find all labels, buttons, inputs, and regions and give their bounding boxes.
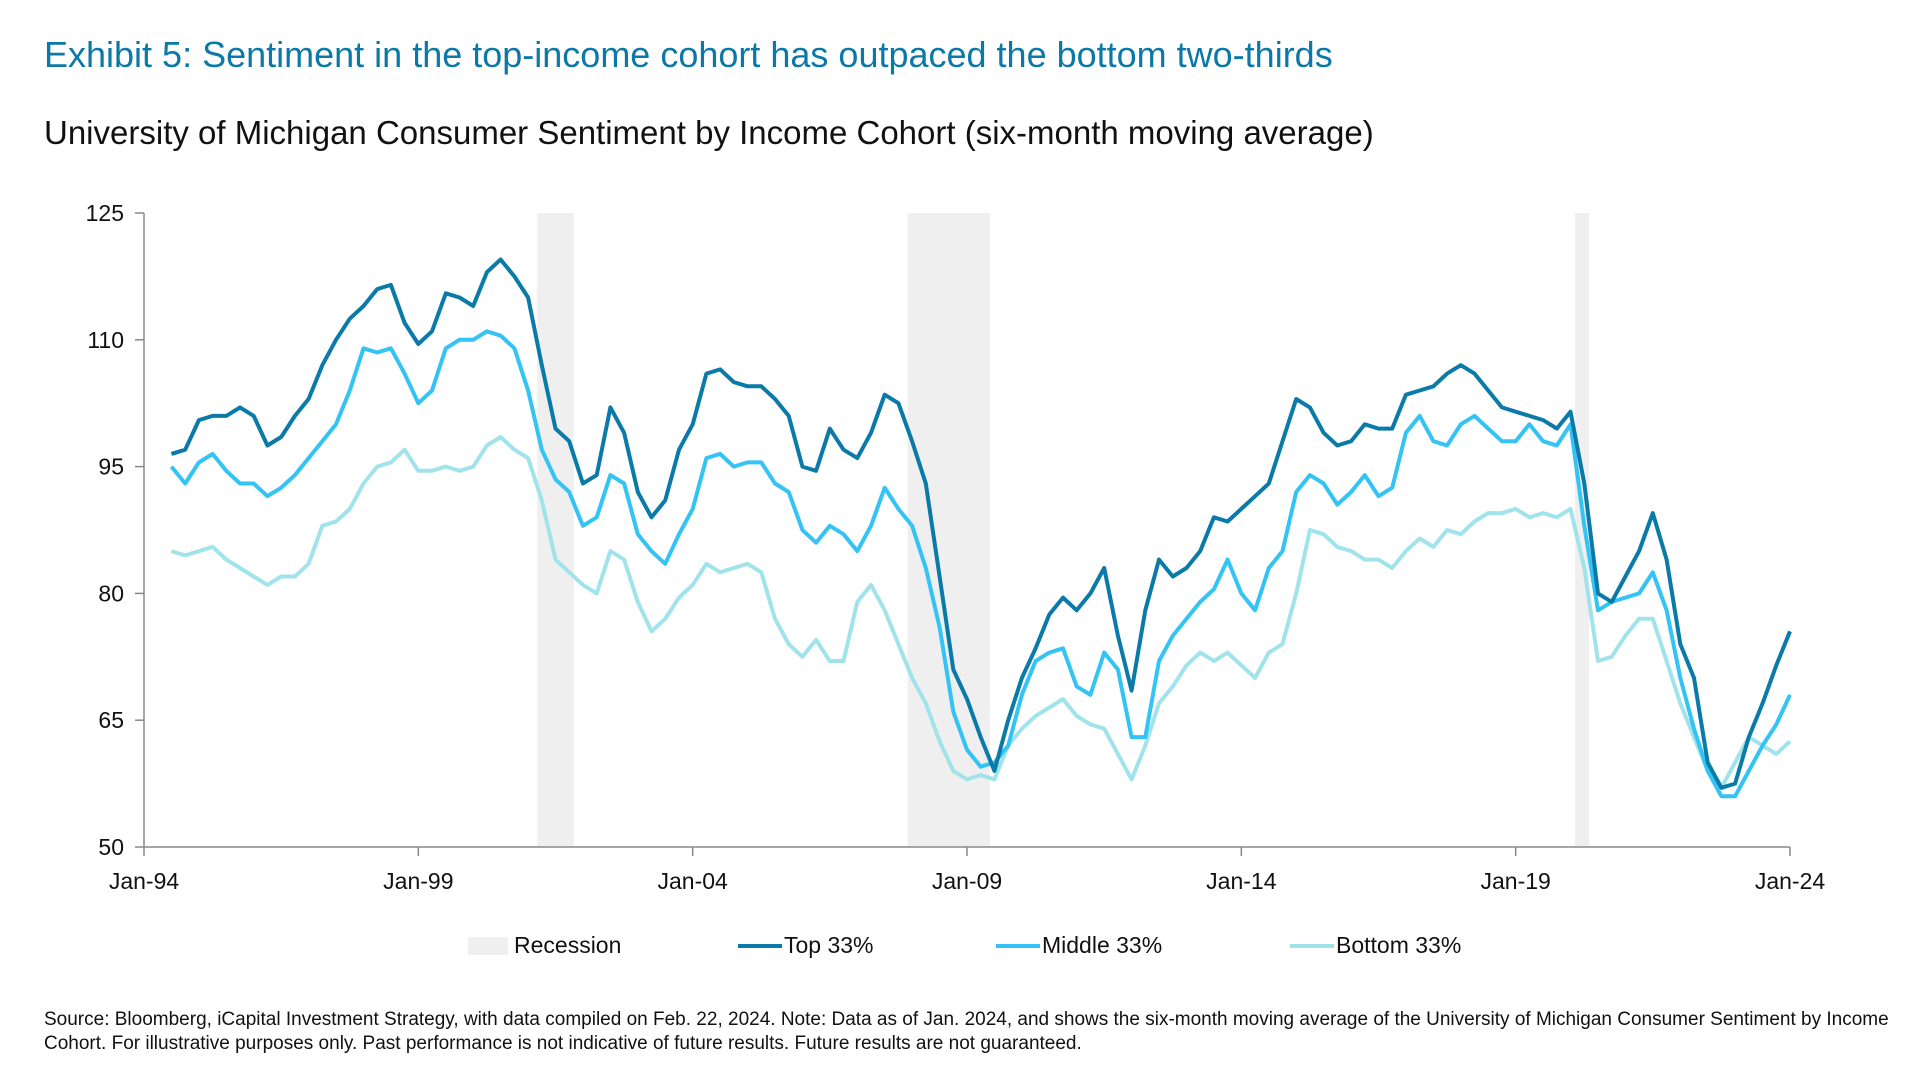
series-line-top-33- <box>170 257 1792 790</box>
legend-item-bottom: Bottom 33% <box>1290 932 1461 959</box>
x-tick-label: Jan-94 <box>109 868 180 894</box>
x-tick-label: Jan-14 <box>1206 868 1277 894</box>
x-tick-label: Jan-99 <box>383 868 453 894</box>
line-chart: 50 65 80 95 110 125 Jan-94 Jan-99 Jan-04 Jan-09 Ja… <box>86 200 1826 894</box>
chart-subtitle: University of Michigan Consumer Sentimen… <box>44 114 1374 151</box>
y-tick-label: 65 <box>98 707 124 733</box>
recession-band <box>1575 213 1590 847</box>
middle-line-swatch-icon <box>996 943 1040 948</box>
recession-band <box>907 213 990 847</box>
legend-label: Top 33% <box>784 932 874 958</box>
legend-label: Bottom 33% <box>1336 932 1462 958</box>
x-tick-label: Jan-09 <box>932 868 1002 894</box>
x-tick-label: Jan-24 <box>1755 868 1826 894</box>
bottom-line-swatch-icon <box>1290 943 1334 948</box>
x-tick-label: Jan-19 <box>1481 868 1551 894</box>
legend: Recession Top 33% Middle 33% Bottom 33% <box>0 932 1920 962</box>
y-tick-label: 80 <box>98 580 124 606</box>
top-line-swatch-icon <box>738 943 782 948</box>
x-tick-label: Jan-04 <box>658 868 729 894</box>
y-tick-label: 50 <box>98 834 124 860</box>
legend-item-top: Top 33% <box>738 932 874 959</box>
y-tick-label: 95 <box>98 454 124 480</box>
series-line-middle-33- <box>169 329 1792 799</box>
legend-label: Recession <box>514 932 622 958</box>
legend-item-middle: Middle 33% <box>996 932 1162 959</box>
series-lines <box>169 257 1792 799</box>
recession-bands <box>537 213 1590 847</box>
series-line-bottom-33- <box>170 435 1792 790</box>
chart-title: Exhibit 5: Sentiment in the top-income c… <box>44 34 1333 75</box>
recession-band <box>537 213 574 847</box>
legend-label: Middle 33% <box>1042 932 1163 958</box>
legend-item-recession: Recession <box>468 932 621 959</box>
y-tick-label: 125 <box>86 200 124 226</box>
axes: 50 65 80 95 110 125 Jan-94 Jan-99 Jan-04 Jan-09 Ja… <box>86 200 1826 894</box>
y-tick-label: 110 <box>87 327 124 353</box>
source-note: Source: Bloomberg, iCapital Investment S… <box>44 1009 1889 1054</box>
recession-swatch-icon <box>468 936 508 955</box>
